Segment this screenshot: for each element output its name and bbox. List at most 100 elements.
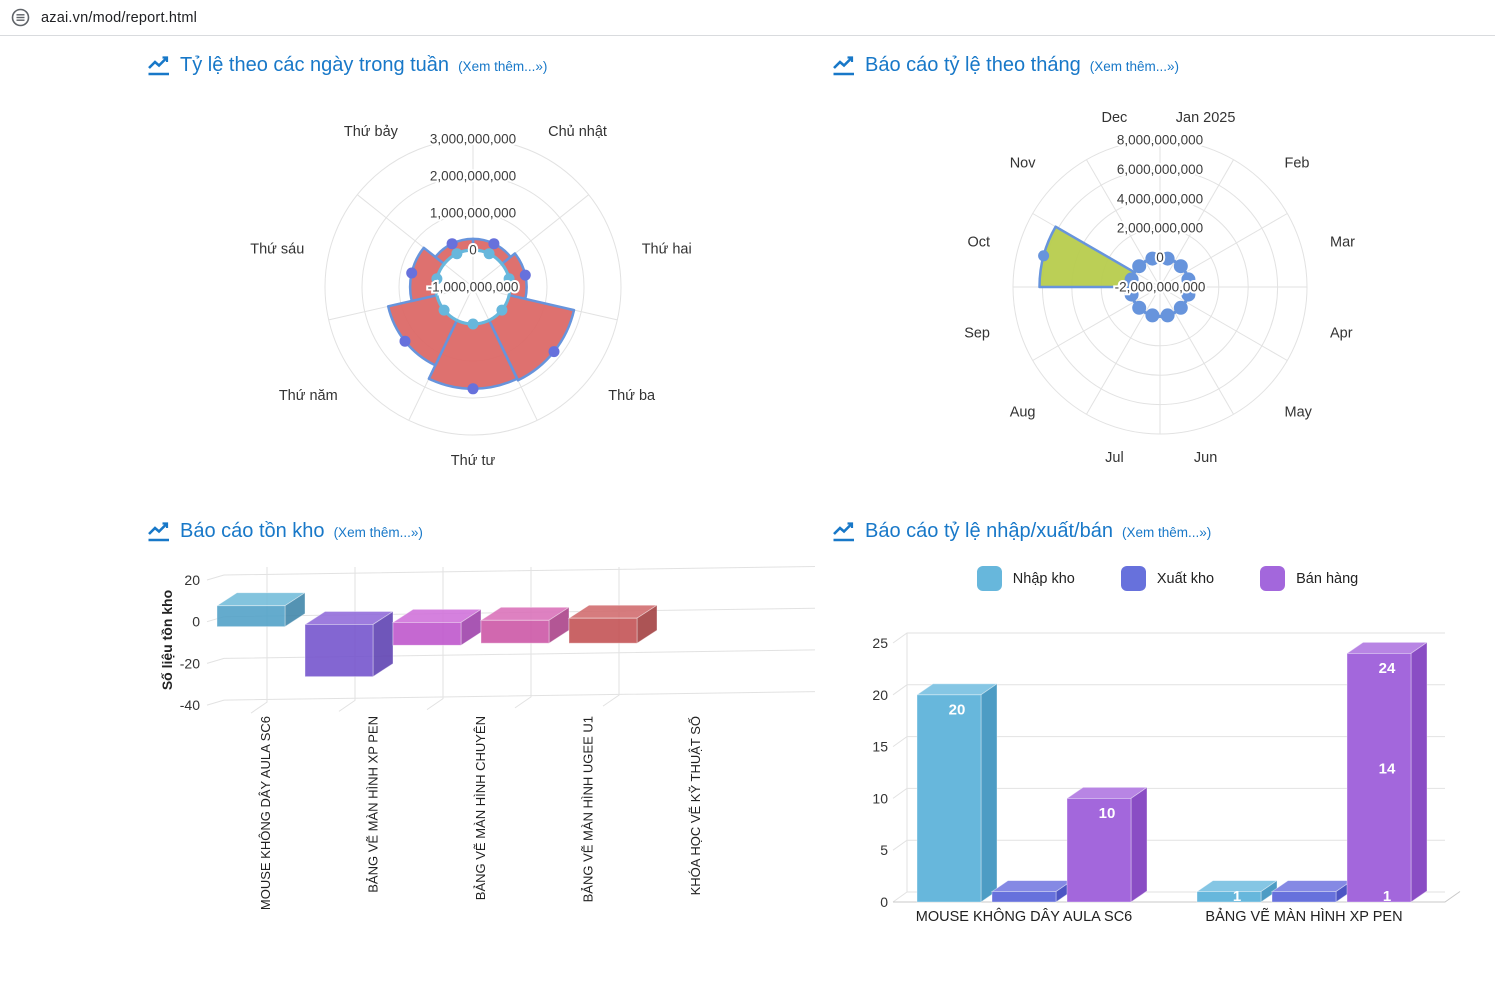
legend-swatch-xuat-kho[interactable]	[1120, 566, 1146, 591]
polar-area-segment[interactable]	[1038, 225, 1136, 289]
series-point-marker[interactable]	[1182, 273, 1194, 285]
inventory-bar-front[interactable]	[480, 619, 550, 644]
zero-ring-line	[1129, 256, 1192, 319]
month-polar-chart: 8,000,000,000 6,000,000,000 4,000,000,000 2…	[964, 110, 1355, 466]
polar-category-label: Thứ sáu	[250, 242, 304, 258]
zero-ring-marker[interactable]	[431, 273, 443, 285]
zero-ring-marker[interactable]	[438, 304, 450, 316]
radial-tick-label: 0	[1156, 250, 1164, 265]
see-more-link[interactable]: (Xem thêm...»)	[333, 525, 423, 540]
series-point-marker[interactable]	[1162, 309, 1174, 321]
y-tick-label: 0	[880, 894, 888, 910]
series-point-marker[interactable]	[1146, 309, 1158, 321]
y-tick-label: 25	[872, 635, 888, 651]
series-point-marker[interactable]	[1146, 253, 1158, 265]
category-label: BẢNG VẼ MÀN HÌNH UGEE U1	[581, 716, 596, 902]
series-point-marker[interactable]	[548, 346, 560, 358]
series-point-marker[interactable]	[488, 238, 500, 250]
column-front[interactable]	[916, 694, 982, 903]
polar-category-label: Thứ năm	[279, 388, 338, 404]
radial-tick-label: 2,000,000,000	[430, 169, 516, 184]
polar-category-label: Jul	[1105, 450, 1124, 466]
panel-title-months: Báo cáo tỷ lệ theo tháng (Xem thêm...»)	[832, 54, 1179, 77]
polar-grid-spoke	[1086, 286, 1161, 415]
legend-item-ban-hang[interactable]: Bán hàng	[1260, 566, 1358, 591]
category-label: KHÓA HỌC VẼ KỸ THUẬT SỐ	[688, 716, 703, 895]
y-axis-title: Số liệu tồn kho	[159, 590, 175, 690]
polar-category-label: Aug	[1010, 405, 1036, 421]
y-gridline	[206, 566, 816, 581]
series-point-marker[interactable]	[519, 269, 531, 281]
category-label: BẢNG VẼ MÀN HÌNH XP PEN	[1205, 908, 1402, 925]
column-front[interactable]	[1271, 891, 1337, 903]
bar-value-label: 1	[1383, 888, 1391, 905]
series-point-marker[interactable]	[1126, 289, 1138, 301]
bar-value-label: 10	[1099, 805, 1116, 822]
y-tick-label: 10	[872, 790, 888, 806]
chart-line-icon	[832, 521, 856, 542]
url-text[interactable]: azai.vn/mod/report.html	[41, 9, 198, 26]
polar-category-label: Thứ bảy	[344, 124, 399, 140]
url-bar[interactable]: azai.vn/mod/report.html	[0, 0, 1495, 36]
zero-ring-marker[interactable]	[496, 304, 508, 316]
series-point-marker[interactable]	[1133, 260, 1145, 272]
polar-grid-spoke	[1159, 286, 1288, 361]
series-point-marker[interactable]	[1175, 302, 1187, 314]
radial-tick-label: 0	[469, 243, 477, 258]
series-point-marker[interactable]	[1038, 250, 1050, 262]
column-side[interactable]	[1410, 641, 1428, 903]
see-more-link[interactable]: (Xem thêm...»)	[1089, 59, 1179, 74]
radial-tick-label: 4,000,000,000	[1117, 191, 1203, 206]
zero-ring-marker[interactable]	[451, 248, 463, 260]
panel-title-in-out-sell: Báo cáo tỷ lệ nhập/xuất/bán (Xem thêm...…	[832, 520, 1211, 543]
see-more-link[interactable]: (Xem thêm...»)	[1121, 525, 1212, 540]
zero-ring-marker[interactable]	[503, 273, 515, 285]
polar-category-label: Thứ hai	[642, 242, 692, 258]
column-side[interactable]	[980, 683, 998, 903]
weekday-polar-chart: 3,000,000,000 2,000,000,000 1,000,000,000 0…	[250, 124, 692, 469]
polar-grid-spoke	[1159, 286, 1234, 415]
legend-item-nhap-kho[interactable]: Nhập kho	[976, 566, 1075, 591]
column-front[interactable]	[1066, 798, 1132, 903]
zero-ring-marker[interactable]	[1124, 272, 1139, 287]
legend-swatch-nhap-kho[interactable]	[976, 566, 1002, 591]
polar-grid-spoke	[356, 194, 474, 288]
inventory-bar-front[interactable]	[568, 617, 638, 644]
category-gridline	[338, 567, 356, 712]
zero-ring-marker[interactable]	[467, 318, 479, 330]
inventory-bar-front[interactable]	[392, 622, 462, 646]
radial-tick-label: 3,000,000,000	[430, 132, 516, 147]
y-tick-label: 5	[880, 842, 888, 858]
page-title: Báo cáo tỷ lệ theo tháng	[865, 54, 1081, 76]
page-title: Báo cáo tồn kho	[180, 520, 325, 542]
legend-item-xuat-kho[interactable]: Xuất kho	[1120, 566, 1214, 591]
site-info-icon[interactable]	[11, 8, 30, 27]
inventory-3d-bar-chart: 20 0 -20 -40 MOUSE KHÔNG DÂY AULA SC6 BẢNG VẼ…	[159, 566, 816, 910]
inventory-bar-front[interactable]	[216, 605, 286, 627]
series-point-marker[interactable]	[467, 383, 479, 395]
series-point-marker[interactable]	[406, 267, 418, 279]
series-point-marker[interactable]	[1175, 260, 1187, 272]
inventory-bar-front[interactable]	[304, 624, 374, 677]
series-point-marker[interactable]	[1182, 289, 1194, 301]
bar-value-label: 14	[1379, 760, 1396, 777]
see-more-link[interactable]: (Xem thêm...»)	[458, 59, 548, 74]
series-point-marker[interactable]	[446, 238, 458, 250]
polar-category-label: Jan 2025	[1176, 110, 1236, 126]
chart-line-icon	[147, 55, 171, 76]
zero-ring-marker[interactable]	[483, 248, 495, 260]
y-gridline	[892, 632, 1445, 644]
series-point-marker[interactable]	[399, 335, 411, 347]
column-front[interactable]	[991, 891, 1057, 903]
radial-tick-label: -2,000,000,000	[1115, 280, 1206, 295]
legend-swatch-ban-hang[interactable]	[1260, 566, 1286, 591]
category-label: BẢNG VẼ MÀN HÌNH CHUYÊN	[473, 716, 488, 900]
panel-title-weekdays: Tỷ lệ theo các ngày trong tuần (Xem thêm…	[147, 54, 547, 77]
series-point-marker[interactable]	[1162, 253, 1174, 265]
bar-value-label: 20	[949, 701, 966, 718]
column-front[interactable]	[1196, 891, 1262, 903]
column-side[interactable]	[1130, 786, 1148, 903]
polar-category-label: Mar	[1330, 234, 1355, 250]
column-front[interactable]	[1346, 653, 1412, 903]
series-point-marker[interactable]	[1133, 302, 1145, 314]
